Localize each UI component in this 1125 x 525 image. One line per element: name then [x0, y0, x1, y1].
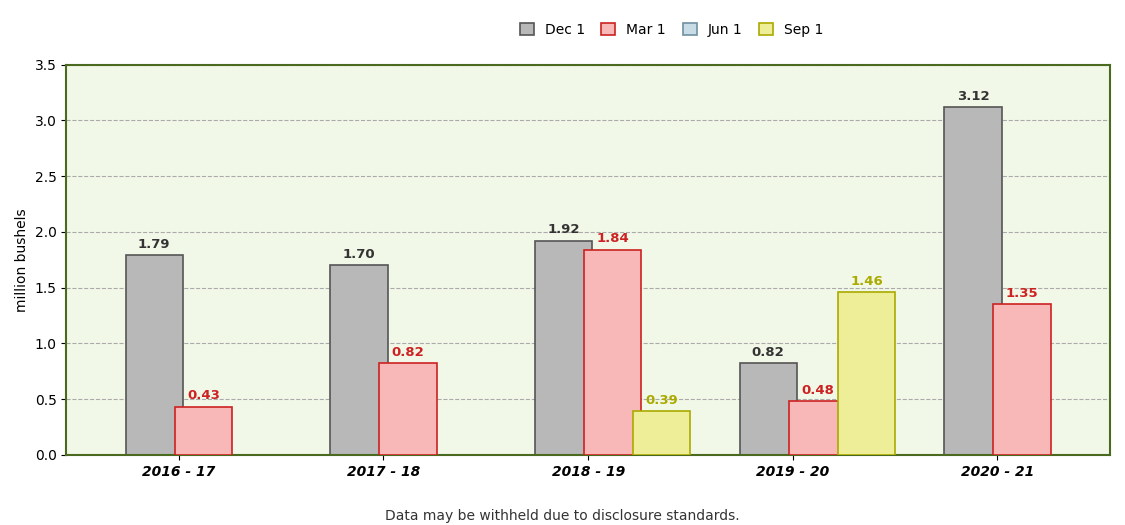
Text: 0.48: 0.48 [801, 384, 834, 397]
Bar [174, 407, 232, 455]
Bar [584, 250, 641, 455]
Bar [633, 411, 691, 455]
Text: 3.12: 3.12 [956, 90, 989, 102]
Legend: Dec 1, Mar 1, Jun 1, Sep 1: Dec 1, Mar 1, Jun 1, Sep 1 [514, 17, 829, 42]
Text: 1.35: 1.35 [1006, 287, 1038, 300]
Bar [534, 241, 592, 455]
Text: 0.82: 0.82 [752, 346, 784, 359]
Text: 1.92: 1.92 [548, 223, 579, 236]
Bar [838, 292, 896, 455]
Bar [789, 401, 846, 455]
Text: 1.84: 1.84 [596, 232, 629, 245]
Text: 1.79: 1.79 [138, 238, 171, 251]
Bar [944, 107, 1001, 455]
Bar [739, 363, 796, 455]
Text: 1.46: 1.46 [850, 275, 883, 288]
Bar [126, 255, 183, 455]
Text: 0.39: 0.39 [646, 394, 678, 407]
Bar [379, 363, 436, 455]
Text: 1.70: 1.70 [343, 248, 376, 261]
Text: Data may be withheld due to disclosure standards.: Data may be withheld due to disclosure s… [385, 509, 740, 523]
Text: 0.82: 0.82 [392, 346, 424, 359]
Bar [993, 304, 1051, 455]
Y-axis label: million bushels: million bushels [15, 208, 29, 311]
Bar [331, 265, 388, 455]
Text: 0.43: 0.43 [187, 390, 219, 402]
